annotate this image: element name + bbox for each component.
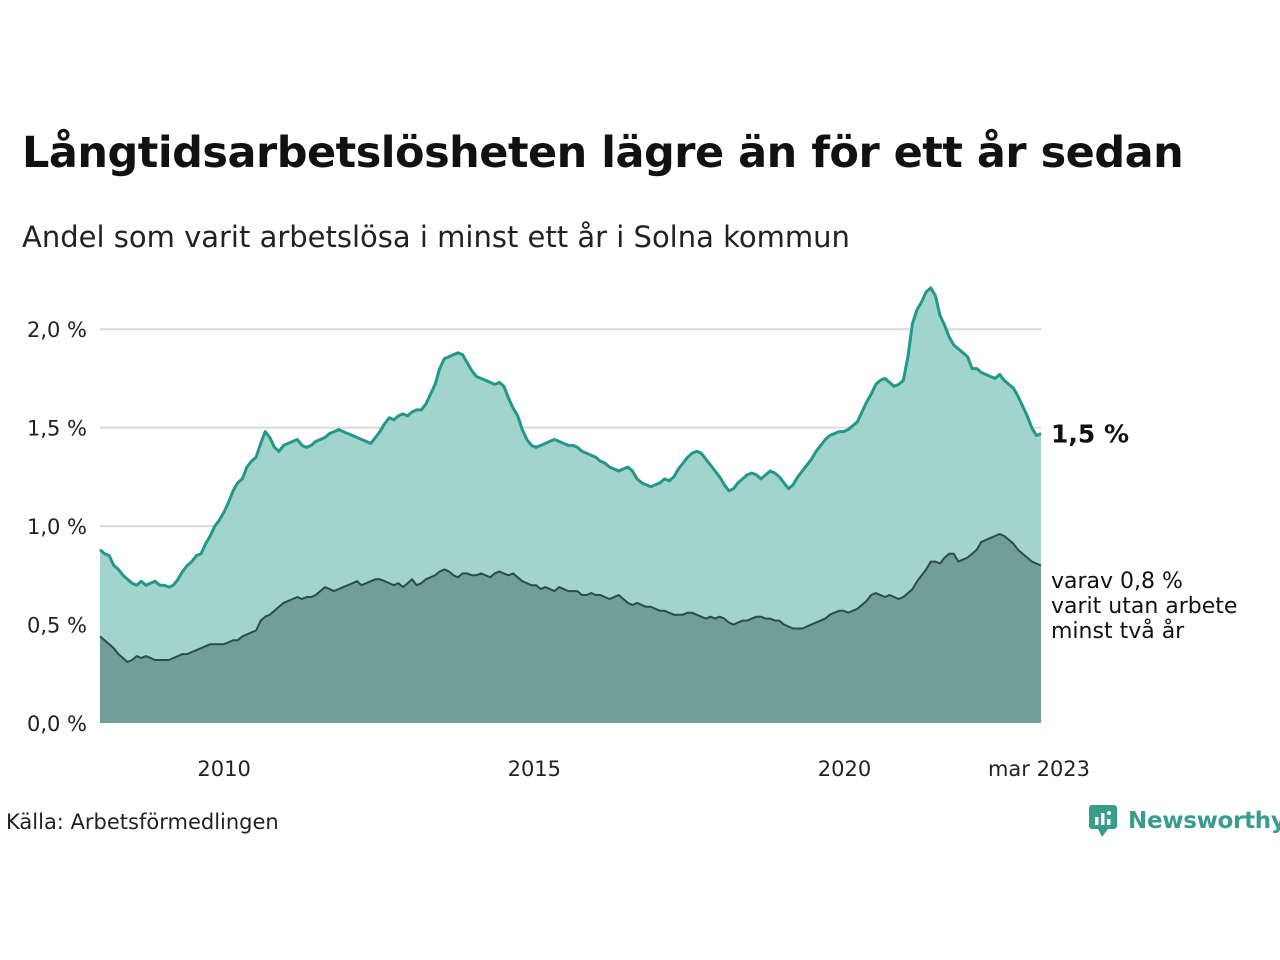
- y-tick-label: 0,5 %: [27, 614, 87, 638]
- y-tick-label: 1,0 %: [27, 515, 87, 539]
- source-note: Källa: Arbetsförmedlingen: [6, 810, 279, 834]
- x-tick-label: mar 2023: [988, 757, 1090, 781]
- y-tick-label: 2,0 %: [27, 318, 87, 342]
- x-axis: 2010 2015 2020 mar 2023: [197, 757, 1090, 781]
- x-tick-label: 2015: [508, 757, 561, 781]
- chart-subtitle: Andel som varit arbetslösa i minst ett å…: [22, 220, 850, 254]
- total-value-label: 1,5 %: [1051, 420, 1129, 449]
- sub-value-label: varit utan arbete: [1051, 594, 1237, 619]
- sub-value-label: varav 0,8 %: [1051, 569, 1183, 594]
- newsworthy-logo: Newsworthy: [1088, 804, 1280, 838]
- x-tick-label: 2020: [818, 757, 871, 781]
- y-tick-label: 1,5 %: [27, 417, 87, 441]
- sub-series-line: [99, 533, 1042, 663]
- y-tick-label: 0,0 %: [27, 712, 87, 736]
- total-series-line: [99, 286, 1042, 589]
- x-tick-label: 2010: [197, 757, 250, 781]
- area-layer: [99, 286, 1042, 723]
- newsworthy-logo-text: Newsworthy: [1128, 808, 1280, 834]
- sub-series-area: [100, 534, 1041, 723]
- newsworthy-logo-icon: [1089, 805, 1117, 837]
- y-axis: 0,0 % 0,5 % 1,0 % 1,5 % 2,0 %: [27, 318, 87, 736]
- chart-title: Långtidsarbetslösheten lägre än för ett …: [22, 128, 1184, 178]
- sub-value-label: minst två år: [1051, 618, 1185, 644]
